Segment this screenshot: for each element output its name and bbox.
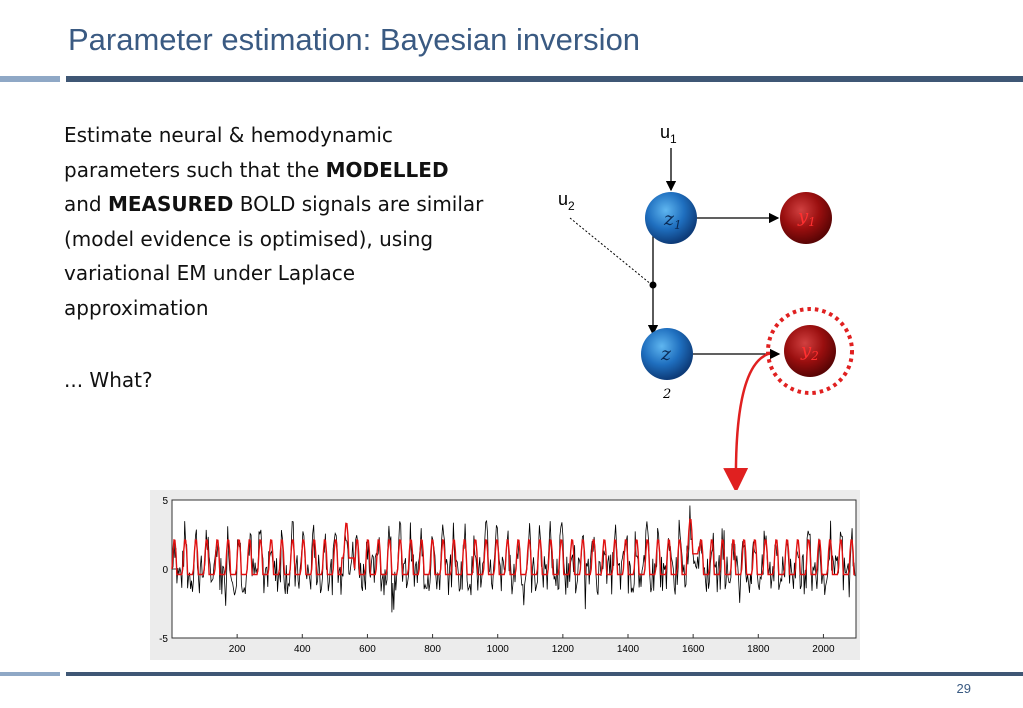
u2-modulation-line bbox=[569, 217, 653, 286]
node-z1 bbox=[645, 192, 697, 244]
bold-signal-plot: 5 0 -5 200 400 600 800 1000 1200 1400 1600 1800 200… bbox=[150, 490, 860, 660]
y2-to-plot-arrow bbox=[723, 352, 769, 493]
y-tick-label: 5 bbox=[162, 496, 168, 507]
node-z1-label: z1 bbox=[663, 208, 682, 232]
x-tick-label: 800 bbox=[424, 644, 441, 655]
node-z2 bbox=[641, 328, 693, 380]
paragraph-text-1: Estimate neural & hemodynamic parameters… bbox=[64, 123, 393, 182]
node-y2 bbox=[784, 325, 836, 377]
node-y1-label: y1 bbox=[797, 206, 816, 229]
x-tick-label: 1000 bbox=[487, 644, 510, 655]
x-tick-label: 2000 bbox=[812, 644, 835, 655]
y2-highlight-ring bbox=[766, 307, 854, 395]
question-text: ... What? bbox=[64, 368, 153, 392]
footer-divider-left bbox=[0, 672, 60, 676]
paragraph-bold-measured: MEASURED bbox=[107, 192, 234, 216]
description-paragraph: Estimate neural & hemodynamic parameters… bbox=[64, 118, 484, 325]
y-tick-label: 0 bbox=[162, 565, 168, 576]
paragraph-text-2: and bbox=[64, 192, 108, 216]
node-y2-label: y2 bbox=[800, 340, 819, 363]
input-u1-label: u1 bbox=[660, 122, 677, 146]
y-tick-label: -5 bbox=[159, 634, 168, 645]
x-tick-label: 1600 bbox=[682, 644, 705, 655]
node-y1 bbox=[780, 192, 832, 244]
x-tick-label: 200 bbox=[229, 644, 246, 655]
page-number: 29 bbox=[956, 681, 971, 696]
title-divider-right bbox=[66, 76, 1023, 82]
modelled-signal-line bbox=[171, 518, 855, 576]
footer-divider-right bbox=[66, 672, 1023, 676]
modulation-point bbox=[649, 281, 657, 289]
slide-title: Parameter estimation: Bayesian inversion bbox=[68, 22, 641, 57]
node-z2-label: z bbox=[660, 343, 672, 365]
paragraph-bold-modelled: MODELLED bbox=[325, 157, 449, 182]
x-tick-label: 400 bbox=[294, 644, 311, 655]
x-tick-label: 600 bbox=[359, 644, 376, 655]
node-z2-subscript: 2 bbox=[662, 387, 671, 402]
input-u2-label: u2 bbox=[558, 189, 575, 213]
x-tick-label: 1400 bbox=[617, 644, 640, 655]
paragraph-text-3: BOLD signals are similar (model evidence… bbox=[64, 192, 484, 320]
title-divider-left bbox=[0, 76, 60, 82]
x-tick-label: 1200 bbox=[552, 644, 575, 655]
x-tick-label: 1800 bbox=[747, 644, 770, 655]
